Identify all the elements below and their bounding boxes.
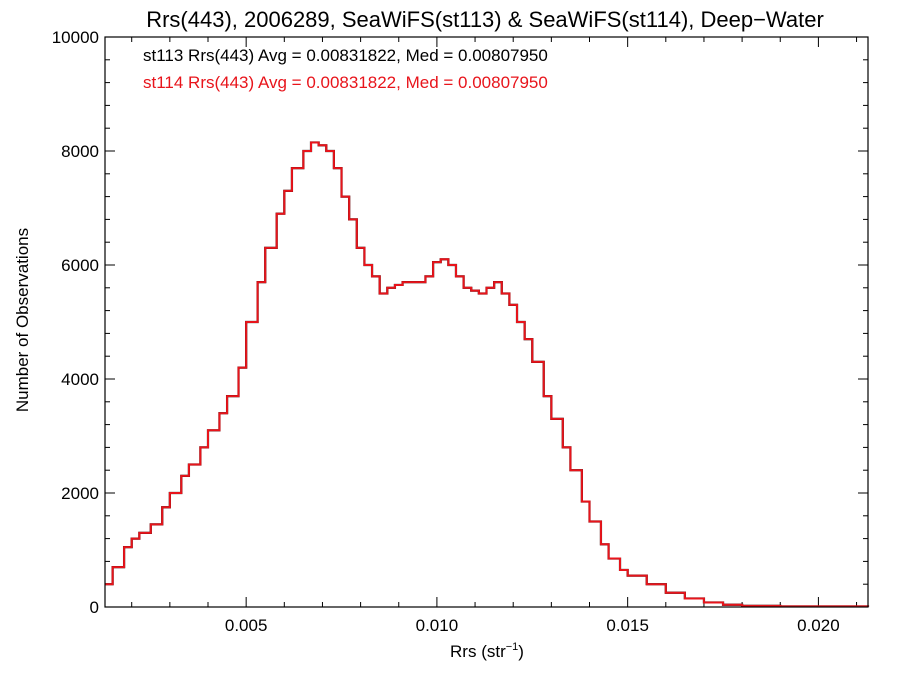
annotation-0: st113 Rrs(443) Avg = 0.00831822, Med = 0… [143, 46, 548, 65]
x-axis-label-main: Rrs (str [450, 642, 506, 661]
x-axis-label: Rrs (str−1) [450, 641, 524, 661]
y-tick-label-5: 10000 [52, 28, 99, 47]
y-tick-label-0: 0 [90, 598, 99, 617]
axis-ticks [105, 36, 868, 608]
annotations: st113 Rrs(443) Avg = 0.00831822, Med = 0… [143, 46, 548, 92]
x-tick-label-0: 0.005 [225, 616, 268, 635]
y-axis-label-group: Number of Observations [13, 228, 32, 412]
x-tick-label-2: 0.015 [606, 616, 649, 635]
x-tick-label-1: 0.010 [416, 616, 459, 635]
axis-tick-labels: 0.005 0.010 0.015 0.020 0 2000 4000 6000 8000 100… [52, 28, 840, 635]
y-axis-label: Number of Observations [13, 228, 32, 412]
plot-frame [104, 36, 869, 608]
y-tick-label-2: 4000 [61, 370, 99, 389]
series-line-1 [105, 141, 869, 608]
y-tick-label-1: 2000 [61, 484, 99, 503]
chart-title: Rrs(443), 2006289, SeaWiFS(st113) & SeaW… [146, 7, 824, 32]
x-axis-label-close: ) [518, 642, 524, 661]
series-line-0 [105, 141, 870, 608]
data-series [105, 141, 870, 608]
x-axis-label-exponent: −1 [506, 641, 519, 653]
y-tick-label-3: 6000 [61, 256, 99, 275]
y-tick-label-4: 8000 [61, 142, 99, 161]
x-tick-label-3: 0.020 [797, 616, 840, 635]
annotation-1: st114 Rrs(443) Avg = 0.00831822, Med = 0… [143, 73, 548, 92]
